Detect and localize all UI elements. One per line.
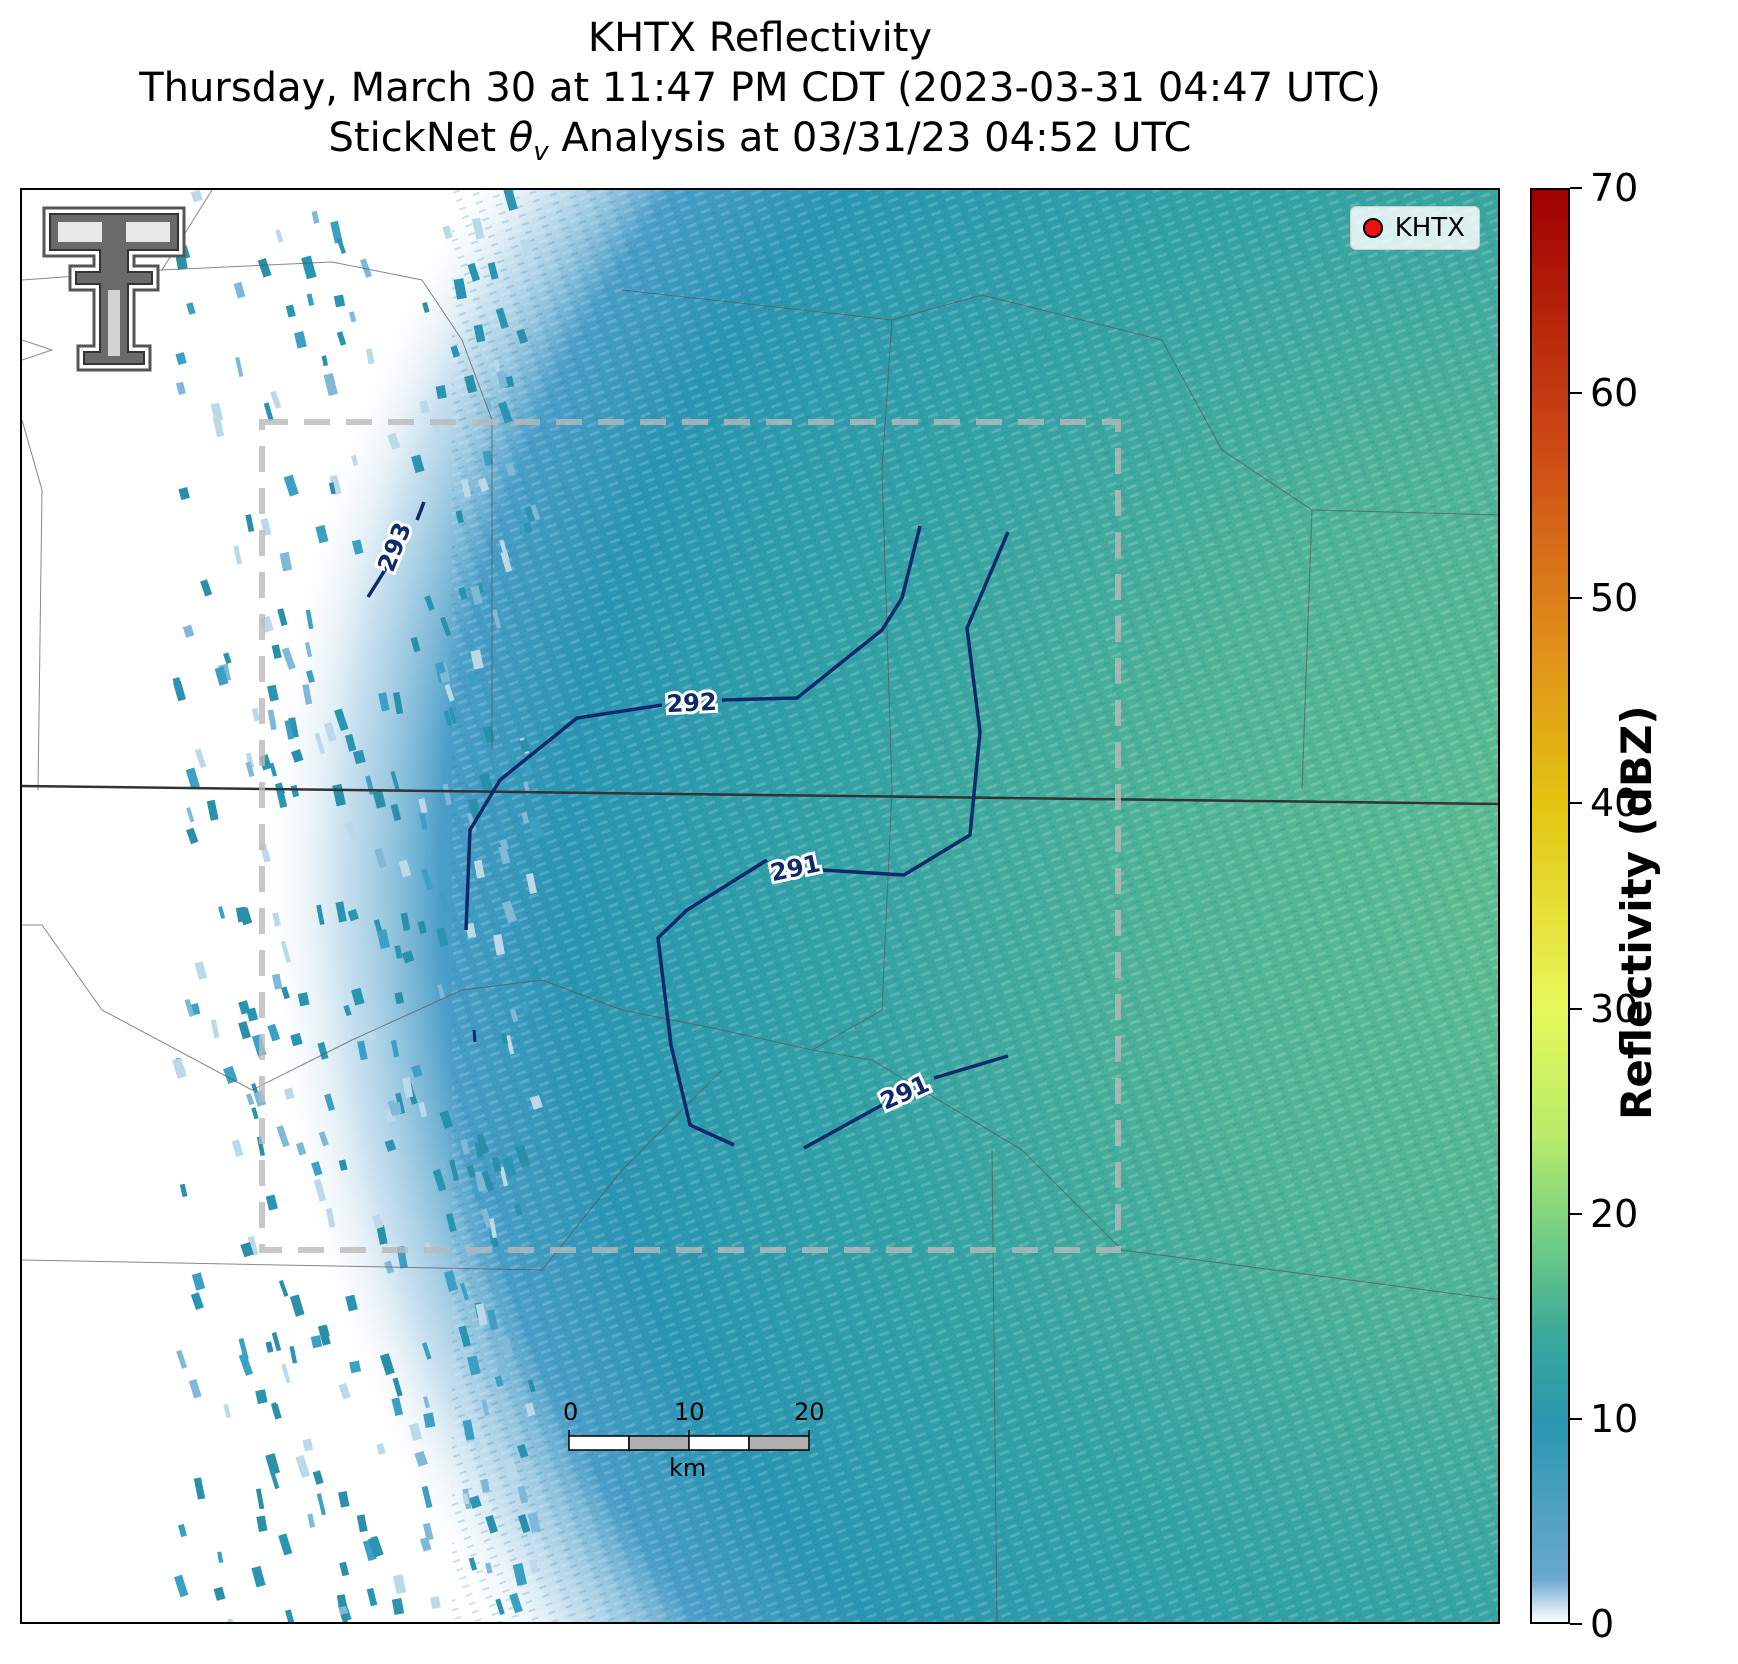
title-line-3-suffix: Analysis at 03/31/23 04:52 UTC <box>548 115 1192 161</box>
colorbar-tick-label: 0 <box>1590 1602 1615 1646</box>
colorbar-tick-mark <box>1570 1007 1582 1010</box>
colorbar-tick-mark <box>1570 187 1582 189</box>
title-line-1: KHTX Reflectivity <box>587 15 933 61</box>
colorbar-tick-label: 10 <box>1590 1396 1639 1441</box>
contour-292-line <box>464 525 922 931</box>
scalebar-unit: km <box>669 1454 707 1482</box>
texas-tech-double-t-logo <box>42 206 186 372</box>
colorbar-tick-mark <box>1570 392 1582 395</box>
legend: KHTX <box>1349 206 1480 250</box>
scale-bar <box>568 1430 810 1451</box>
theta-v-contours <box>366 501 1010 1150</box>
colorbar-tick-mark <box>1570 1623 1582 1625</box>
colorbar <box>1530 188 1570 1624</box>
county-boundaries <box>22 190 1498 1622</box>
legend-label: KHTX <box>1394 213 1465 243</box>
colorbar-tick-label: 20 <box>1590 1191 1639 1236</box>
theta-symbol: θ <box>508 115 534 161</box>
title-line-2: Thursday, March 30 at 11:47 PM CDT (2023… <box>139 65 1381 111</box>
colorbar-tick-label: 50 <box>1590 576 1639 621</box>
contour-293-line <box>366 501 426 598</box>
contour-291-a-line <box>656 531 1010 1147</box>
scalebar-label-10: 10 <box>674 1398 705 1426</box>
colorbar-title: Reflectivity (dBZ) <box>1612 705 1661 1120</box>
colorbar-tick-label: 30 <box>1590 986 1639 1031</box>
map-canvas: 293 292 291 291 <box>22 190 1498 1622</box>
radar-map[interactable]: 293 292 291 291 <box>20 188 1500 1624</box>
colorbar-tick-mark <box>1570 1417 1582 1420</box>
state-boundary <box>22 784 1498 806</box>
colorbar-tick-label: 60 <box>1590 371 1639 416</box>
colorbar-tick-mark <box>1570 802 1582 805</box>
analysis-domain-box <box>259 419 1121 1253</box>
colorbar-tick-label: 40 <box>1590 781 1639 826</box>
colorbar-tick-mark <box>1570 1212 1582 1215</box>
contour-label-292: 292 <box>666 688 718 719</box>
contour-291-b-line <box>803 1054 1009 1150</box>
scalebar-label-0: 0 <box>563 1398 579 1426</box>
title-line-3: StickNet θv Analysis at 03/31/23 04:52 U… <box>20 114 1500 176</box>
colorbar-tick-label: 70 <box>1590 166 1639 210</box>
scalebar-label-20: 20 <box>794 1398 825 1426</box>
khtx-marker-icon <box>1362 218 1383 238</box>
colorbar-tick-mark <box>1570 597 1582 600</box>
title-line-3-prefix: StickNet <box>328 115 509 161</box>
theta-subscript: v <box>533 137 549 167</box>
